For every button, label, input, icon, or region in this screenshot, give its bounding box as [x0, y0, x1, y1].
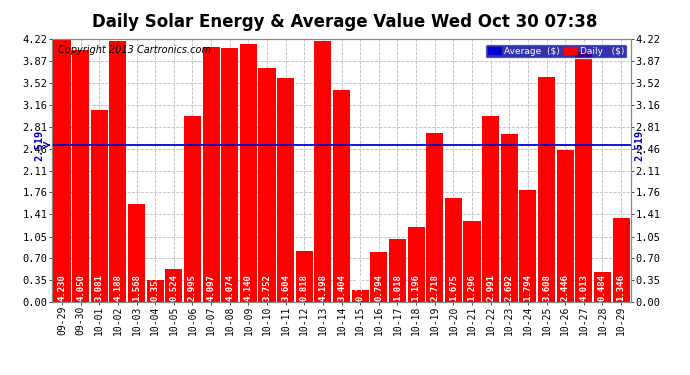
Text: 0.351: 0.351 — [150, 274, 159, 301]
Text: 1.568: 1.568 — [132, 274, 141, 301]
Bar — [352, 290, 368, 302]
Text: 3.081: 3.081 — [95, 274, 103, 301]
Bar — [315, 41, 331, 302]
Text: 4.074: 4.074 — [225, 274, 234, 301]
Bar — [221, 48, 238, 302]
Bar — [557, 150, 574, 302]
Bar — [538, 78, 555, 302]
Bar — [594, 272, 611, 302]
Text: 2.519: 2.519 — [34, 129, 45, 161]
Bar — [128, 204, 145, 302]
Bar — [445, 198, 462, 302]
Bar — [109, 41, 126, 302]
Legend: Average  ($), Daily   ($): Average ($), Daily ($) — [485, 44, 627, 58]
Text: Copyright 2013 Cartronics.com: Copyright 2013 Cartronics.com — [57, 45, 210, 55]
Text: 1.296: 1.296 — [468, 274, 477, 301]
Bar — [426, 133, 443, 302]
Text: 3.404: 3.404 — [337, 274, 346, 301]
Bar — [408, 228, 424, 302]
Bar — [259, 69, 275, 302]
Bar — [240, 44, 257, 302]
Bar — [389, 238, 406, 302]
Text: 1.675: 1.675 — [449, 274, 458, 301]
Text: 2.991: 2.991 — [486, 274, 495, 301]
Text: 0.818: 0.818 — [299, 274, 309, 301]
Bar — [575, 52, 593, 302]
Text: 0.190: 0.190 — [355, 274, 365, 301]
Text: 3.608: 3.608 — [542, 274, 551, 301]
Text: 4.140: 4.140 — [244, 274, 253, 301]
Bar — [53, 39, 70, 302]
Bar — [72, 50, 89, 302]
Text: 4.198: 4.198 — [318, 274, 328, 301]
Text: 4.097: 4.097 — [206, 274, 215, 301]
Text: 1.196: 1.196 — [412, 274, 421, 301]
Bar — [333, 90, 350, 302]
Bar — [203, 47, 219, 302]
Text: 3.604: 3.604 — [281, 274, 290, 301]
Text: 0.484: 0.484 — [598, 274, 607, 301]
Text: 2.446: 2.446 — [561, 274, 570, 301]
Text: 2.718: 2.718 — [431, 274, 440, 301]
Bar — [613, 218, 630, 302]
Bar — [501, 134, 518, 302]
Text: 2.519: 2.519 — [634, 129, 644, 161]
Text: 4.188: 4.188 — [113, 274, 122, 301]
Text: 3.752: 3.752 — [262, 274, 271, 301]
Text: 1.794: 1.794 — [524, 274, 533, 301]
Bar — [296, 251, 313, 302]
Bar — [277, 78, 294, 302]
Bar — [520, 190, 537, 302]
Text: 0.794: 0.794 — [374, 274, 384, 301]
Bar — [90, 110, 108, 302]
Text: 1.346: 1.346 — [617, 274, 626, 301]
Text: 2.692: 2.692 — [505, 274, 514, 301]
Text: 1.018: 1.018 — [393, 274, 402, 301]
Text: 4.013: 4.013 — [580, 274, 589, 301]
Text: Daily Solar Energy & Average Value Wed Oct 30 07:38: Daily Solar Energy & Average Value Wed O… — [92, 13, 598, 31]
Bar — [464, 221, 480, 302]
Text: 0.524: 0.524 — [169, 274, 178, 301]
Text: 2.995: 2.995 — [188, 274, 197, 301]
Text: 4.230: 4.230 — [57, 274, 66, 301]
Bar — [371, 252, 387, 302]
Bar — [146, 280, 164, 302]
Bar — [482, 116, 500, 302]
Text: 4.050: 4.050 — [76, 274, 85, 301]
Bar — [184, 116, 201, 302]
Bar — [165, 269, 182, 302]
